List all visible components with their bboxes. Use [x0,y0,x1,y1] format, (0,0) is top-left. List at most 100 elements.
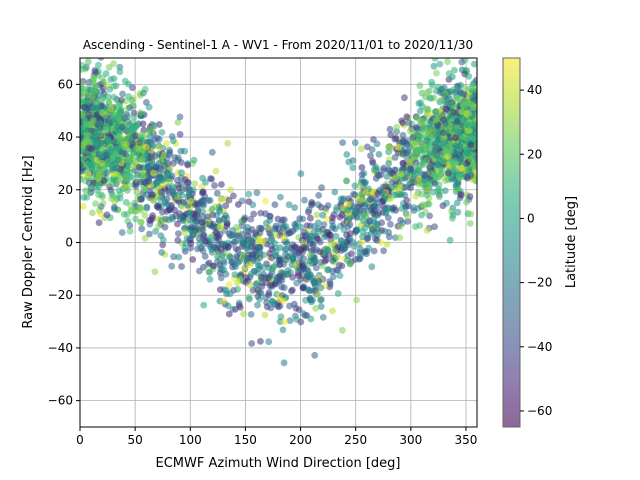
data-point [324,202,332,209]
data-point [268,297,276,305]
data-point [114,164,121,172]
data-point [399,119,407,127]
data-point [271,201,279,209]
data-point [280,359,288,367]
colorbar-tick-label: −40 [527,340,552,354]
data-point [453,118,461,125]
data-point [116,68,124,76]
data-point [175,253,183,261]
data-point [313,234,321,242]
data-point [367,152,374,160]
data-point [137,109,145,116]
x-tick-label: 150 [234,433,257,447]
data-point [93,88,100,96]
data-point [139,120,147,128]
colorbar-tick-label: 20 [527,147,542,161]
data-point [92,68,100,76]
data-point [396,234,404,242]
data-point [129,148,137,155]
data-point [387,131,395,139]
y-tick-label: −40 [48,341,73,355]
data-point [378,189,386,197]
data-point [133,188,141,196]
data-point [465,72,473,80]
data-point [187,216,194,224]
data-point [445,169,452,177]
data-point [240,310,248,318]
data-point [163,200,171,208]
data-point [97,58,105,61]
colorbar-tick-label: −60 [527,404,552,418]
data-point [401,94,408,102]
data-point [234,259,242,266]
data-point [89,209,96,217]
data-point [369,226,376,234]
data-point [345,215,353,223]
data-point [123,140,130,148]
data-point [89,76,97,84]
data-point [178,174,185,182]
data-point [465,110,473,118]
data-point [344,223,352,231]
data-point [165,151,173,159]
data-point [94,104,102,112]
data-point [105,63,113,71]
data-point [238,218,246,226]
data-point [250,267,258,275]
data-point [95,191,102,199]
data-point [190,156,198,164]
data-point [370,247,378,255]
data-point [229,227,237,234]
data-point [103,151,111,159]
data-point [245,295,253,303]
data-point [312,264,320,272]
data-point [285,201,293,209]
data-point [123,211,131,218]
data-point [103,169,111,177]
data-point [175,230,182,238]
colorbar [502,57,521,428]
data-point [420,123,427,131]
data-point [360,217,367,225]
data-point [201,237,209,245]
data-point [368,263,376,271]
data-point [440,137,447,145]
data-point [473,115,477,123]
x-tick-label: 300 [399,433,422,447]
data-point [102,122,110,130]
data-point [431,223,438,231]
data-point [305,287,313,294]
data-point [418,190,426,198]
data-point [419,201,426,209]
data-point [89,104,97,112]
data-point [334,243,342,251]
data-point [121,173,129,180]
data-point [104,93,112,101]
data-point [253,189,261,197]
data-point [163,140,170,148]
data-point [428,78,435,86]
data-point [220,297,228,305]
data-point [344,207,352,214]
data-point [432,116,440,124]
data-point [396,183,404,191]
data-point [155,222,163,230]
data-point [263,219,270,227]
data-point [395,143,402,151]
data-point [202,179,209,186]
data-point [255,289,263,297]
data-point [406,127,414,135]
data-point [464,149,472,157]
data-point [150,122,158,130]
data-point [315,192,323,199]
data-point [142,191,150,198]
data-point [86,121,93,128]
data-point [208,148,216,156]
data-point [313,246,320,254]
data-point [149,191,157,199]
data-point [147,154,155,162]
colorbar-tick-label: 40 [527,83,542,97]
data-point [466,220,474,227]
data-point [283,271,291,278]
data-point [426,163,434,171]
